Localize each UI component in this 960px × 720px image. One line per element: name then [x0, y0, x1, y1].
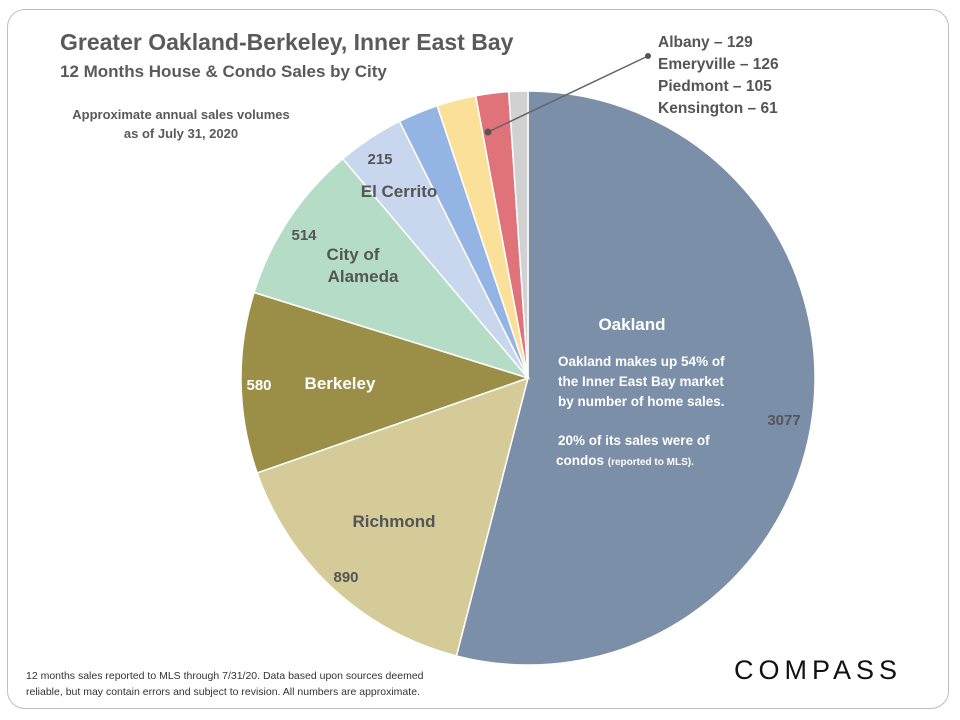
pie-slice-richmond — [256, 376, 530, 657]
oakland-note-mls: (reported to MLS). — [608, 457, 694, 468]
small-cities-callout: Albany – 129 Emeryville – 126 Piedmont –… — [658, 32, 779, 120]
callout-emeryville: Emeryville – 126 — [658, 56, 779, 73]
compass-logo: COMPASS — [734, 655, 903, 685]
value-label-el-cerrito: 215 — [367, 151, 392, 168]
note-line-2: as of July 31, 2020 — [123, 126, 239, 141]
value-label-berkeley: 580 — [246, 377, 271, 394]
callout-leader-end — [645, 53, 651, 59]
name-label-oakland: Oakland — [598, 315, 665, 334]
callout-leader-line — [487, 55, 649, 133]
footer-line-1: 12 months sales reported to MLS through … — [26, 670, 424, 682]
oakland-note-condos: condos — [556, 453, 608, 468]
callout-piedmont: Piedmont – 105 — [658, 78, 772, 95]
footer-line-2: reliable, but may contain errors and sub… — [26, 686, 420, 698]
oakland-note-line-1: Oakland makes up 54% of — [558, 354, 725, 369]
value-label-city-of-alameda: 514 — [291, 227, 317, 244]
chart-title: Greater Oakland-Berkeley, Inner East Bay — [60, 29, 514, 55]
pie-slice-city-of-alameda — [253, 157, 531, 380]
name-label-el-cerrito: El Cerrito — [361, 182, 438, 201]
pie-slice-oakland — [455, 90, 816, 666]
chart-subtitle: 12 Months House & Condo Sales by City — [60, 62, 387, 81]
oakland-note-line-2: the Inner East Bay market — [558, 374, 724, 389]
callout-albany: Albany – 129 — [658, 34, 753, 51]
name-label-city-of-alameda-line2: Alameda — [328, 267, 399, 286]
pie-slice-berkeley — [240, 291, 531, 474]
name-label-richmond: Richmond — [352, 512, 435, 531]
callout-leader-dot — [484, 128, 492, 136]
name-label-berkeley: Berkeley — [305, 374, 376, 393]
value-label-oakland: 3077 — [767, 412, 800, 429]
oakland-note-line-5: condos (reported to MLS). — [556, 453, 694, 468]
name-label-city-of-alameda-line1: City of — [327, 245, 380, 264]
value-label-richmond: 890 — [333, 569, 358, 586]
footer-disclaimer: 12 months sales reported to MLS through … — [26, 668, 424, 700]
pie-slice-kensington — [507, 90, 529, 379]
oakland-note-line-3: by number of home sales. — [558, 394, 725, 409]
note-line-1: Approximate annual sales volumes — [72, 107, 290, 122]
callout-kensington: Kensington – 61 — [658, 100, 778, 117]
oakland-note-line-4: 20% of its sales were of — [558, 433, 710, 448]
sales-volume-note: Approximate annual sales volumes as of J… — [56, 105, 306, 143]
